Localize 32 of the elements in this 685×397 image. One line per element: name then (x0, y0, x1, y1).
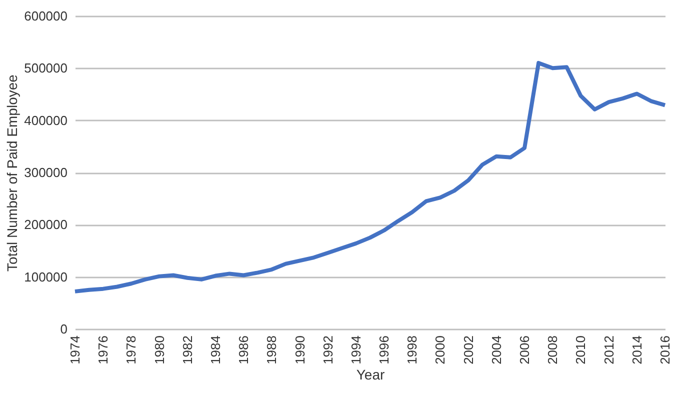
x-tick-label: 1978 (124, 336, 139, 364)
x-tick-label: 1996 (376, 336, 392, 364)
x-tick-label: 2016 (658, 336, 672, 364)
x-tick-label: 2006 (517, 336, 532, 364)
y-tick-label: 0 (60, 322, 68, 336)
x-tick-label: 1992 (320, 336, 336, 364)
x-tick-label: 1998 (404, 336, 420, 364)
x-tick-label: 2002 (460, 336, 476, 364)
line-series (73, 60, 667, 294)
x-tick-label: 1990 (292, 336, 308, 364)
y-tick-label: 500000 (24, 60, 68, 76)
x-tick-label: 2000 (432, 336, 448, 364)
x-tick-label: 2014 (629, 336, 644, 364)
x-tick-label: 2012 (601, 336, 616, 364)
y-tick-label: 600000 (24, 8, 68, 24)
x-tick-label: 1994 (348, 336, 364, 364)
x-tick-label: 1982 (180, 336, 195, 364)
x-tick-label: 1984 (208, 336, 223, 364)
y-tick-label: 400000 (24, 112, 68, 128)
y-tick-label: 100000 (24, 269, 68, 284)
x-tick-label: 2008 (545, 336, 560, 364)
x-tick-label: 2010 (573, 336, 588, 364)
x-tick-label: 1988 (264, 336, 280, 364)
y-tick-label: 200000 (24, 217, 68, 232)
y-tick-label: 300000 (24, 165, 68, 180)
x-tick-label: 1986 (236, 336, 252, 364)
x-axis-title: Year (356, 366, 385, 382)
x-tick-label: 1980 (152, 336, 167, 364)
x-tick-label: 1974 (68, 336, 82, 364)
x-tick-label: 1976 (96, 336, 111, 364)
y-axis-title: Total Number of Paid Employee (4, 74, 20, 272)
x-tick-label: 2004 (488, 336, 504, 364)
